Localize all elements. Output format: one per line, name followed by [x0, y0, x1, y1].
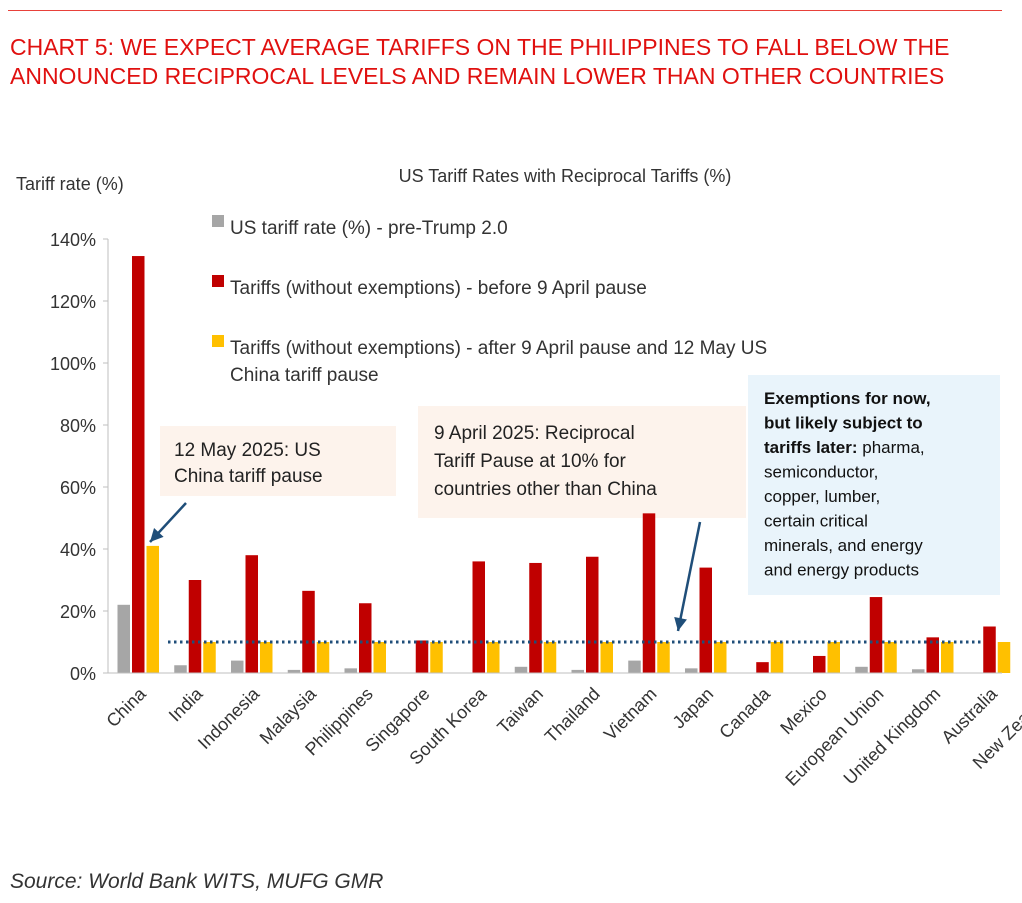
x-tick-label: European Union [781, 684, 887, 790]
bar-south-korea-series-2 [472, 561, 485, 673]
x-tick-label: Japan [669, 684, 718, 733]
bar-indonesia-series-1 [231, 660, 244, 673]
bar-australia-series-2 [983, 626, 996, 673]
legend-label-series-2: Tariffs (without exemptions) - before 9 … [230, 278, 647, 299]
page-title: CHART 5: WE EXPECT AVERAGE TARIFFS ON TH… [10, 34, 950, 89]
bar-philippines-series-3 [373, 642, 386, 673]
bar-mexico-series-3 [827, 642, 840, 673]
annotation-april-line: countries other than China [434, 479, 657, 500]
bar-indonesia-series-2 [245, 555, 258, 673]
x-tick-label: Mexico [776, 684, 830, 738]
bar-singapore-series-2 [415, 640, 429, 673]
exemption-line: minerals, and energy [764, 536, 923, 555]
legend-label-series-3: China tariff pause [230, 365, 379, 386]
exemption-line: copper, lumber, [764, 487, 880, 506]
bar-taiwan-series-3 [543, 642, 557, 673]
x-tick-label: Taiwan [493, 684, 547, 738]
bar-vietnam-series-3 [657, 642, 670, 673]
exemption-line: and energy products [764, 561, 919, 580]
y-tick-label: 100% [50, 354, 96, 374]
bar-malaysia-series-1 [287, 669, 301, 673]
y-tick-label: 140% [50, 230, 96, 250]
legend-label-series-3: Tariffs (without exemptions) - after 9 A… [230, 338, 767, 359]
arrow-april-head [674, 616, 687, 631]
y-tick-label: 20% [60, 602, 96, 622]
legend-swatch-series-1 [212, 215, 224, 227]
arrow-april-shaft [676, 521, 702, 632]
x-tick-label: China [102, 683, 150, 731]
exemption-line: Exemptions for now, [764, 389, 931, 408]
annotation-april-line: Tariff Pause at 10% for [434, 451, 627, 472]
annotation-china-box [160, 426, 396, 496]
annotation-china-line: China tariff pause [174, 466, 323, 487]
bar-united-kingdom-series-2 [926, 637, 939, 673]
bar-philippines-series-1 [344, 668, 357, 673]
bar-singapore-series-3 [430, 642, 443, 673]
bar-philippines-series-2 [359, 603, 372, 673]
annotation-china-line: 12 May 2025: US [174, 440, 321, 461]
bar-taiwan-series-2 [529, 562, 542, 673]
arrow-china-head [150, 528, 164, 542]
exemption-line: semiconductor, [764, 463, 878, 482]
bar-japan-series-3 [714, 642, 727, 673]
y-axis-title: Tariff rate (%) [16, 174, 124, 194]
bar-south-korea-series-3 [487, 642, 500, 673]
legend-label-series-1: US tariff rate (%) - pre-Trump 2.0 [230, 218, 508, 239]
bar-taiwan-series-1 [514, 666, 528, 673]
bar-mexico-series-2 [813, 655, 826, 673]
bar-european-union-series-1 [855, 666, 868, 673]
bar-united-kingdom-series-1 [912, 669, 925, 673]
exemption-line: tariffs later: pharma, [764, 438, 925, 457]
x-tick-label: Thailand [541, 684, 604, 747]
chart-title: US Tariff Rates with Reciprocal Tariffs … [399, 166, 732, 186]
top-rule [8, 10, 1002, 11]
bar-united-kingdom-series-3 [941, 642, 954, 673]
y-tick-label: 80% [60, 416, 96, 436]
bar-malaysia-series-3 [316, 642, 330, 673]
x-tick-label: Vietnam [600, 684, 661, 745]
exemption-box [748, 375, 1000, 595]
bar-india-series-3 [203, 642, 216, 673]
annotation-april-box [418, 406, 746, 518]
bar-thailand-series-3 [600, 642, 613, 673]
x-tick-label: Indonesia [194, 683, 264, 753]
y-tick-label: 60% [60, 478, 96, 498]
bar-china-series-3 [146, 545, 159, 673]
bar-canada-series-3 [770, 642, 784, 673]
y-tick-label: 0% [70, 664, 96, 684]
x-tick-label: India [165, 683, 207, 725]
x-tick-label: Canada [715, 683, 774, 742]
bar-vietnam-series-1 [628, 660, 641, 673]
source-note: Source: World Bank WITS, MUFG GMR [10, 870, 384, 893]
bar-china-series-1 [117, 604, 130, 673]
bar-india-series-1 [174, 665, 187, 673]
exemption-line: but likely subject to [764, 414, 923, 433]
bar-malaysia-series-2 [302, 590, 315, 673]
bar-european-union-series-2 [869, 597, 883, 673]
y-tick-label: 40% [60, 540, 96, 560]
exemption-line: certain critical [764, 512, 868, 531]
bar-thailand-series-2 [586, 556, 599, 673]
bar-canada-series-2 [756, 662, 769, 673]
bar-indonesia-series-3 [260, 642, 273, 673]
bar-japan-series-1 [685, 668, 698, 673]
legend-swatch-series-3 [212, 335, 224, 347]
bar-india-series-2 [188, 580, 202, 673]
x-tick-label: United Kingdom [840, 684, 945, 789]
annotation-april-line: 9 April 2025: Reciprocal [434, 423, 635, 444]
y-tick-label: 120% [50, 292, 96, 312]
bar-european-union-series-3 [884, 642, 897, 673]
bar-japan-series-2 [699, 567, 712, 673]
bar-thailand-series-1 [571, 669, 584, 673]
legend-swatch-series-2 [212, 275, 224, 287]
bar-australia-series-3 [997, 642, 1011, 673]
bar-china-series-2 [132, 256, 145, 673]
bar-vietnam-series-2 [642, 513, 656, 673]
